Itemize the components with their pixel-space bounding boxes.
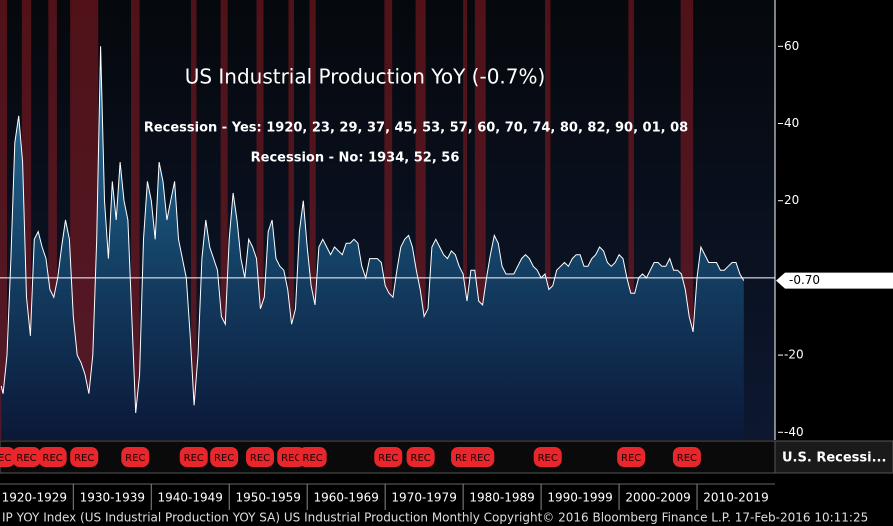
recession-marker [70, 447, 99, 467]
recession-marker [246, 447, 275, 467]
recession-band [628, 0, 634, 440]
recession-marker [672, 447, 701, 467]
recession-band [130, 0, 140, 440]
recession-marker [0, 447, 16, 467]
recession-label: REC [470, 453, 490, 464]
recession-band [48, 0, 57, 440]
annotation: Recession - Yes: 1920, 23, 29, 37, 45, 5… [144, 121, 688, 136]
y-tick-label: -20 [784, 348, 804, 362]
plot [0, 0, 745, 440]
recession-label: REC [43, 453, 63, 464]
recession-band [463, 0, 468, 440]
last-value-label: -0.70 [789, 273, 820, 287]
y-tick-label: -40 [784, 425, 804, 439]
x-tick-label: 2000-2009 [625, 491, 690, 505]
recession-band [288, 0, 294, 440]
x-tick-label: 1950-1959 [235, 491, 300, 505]
recession-label: REC [281, 453, 301, 464]
recession-label: REC [621, 453, 641, 464]
recession-label: REC [250, 453, 270, 464]
recession-label: REC [303, 453, 323, 464]
recession-band [544, 0, 551, 440]
recession-marker [121, 447, 150, 467]
annotation: Recession - No: 1934, 52, 56 [251, 151, 460, 166]
recession-marker [12, 447, 41, 467]
last-value-box [776, 272, 893, 289]
recession-band [415, 0, 426, 440]
recession-marker [466, 447, 495, 467]
y-tick-label: 60 [784, 39, 799, 53]
recession-label: REC [455, 453, 475, 464]
recession-band [384, 0, 393, 440]
recession-label: REC [677, 453, 697, 464]
x-tick-label: 1940-1949 [158, 491, 223, 505]
recession-label: REC [411, 453, 431, 464]
recession-label: REC [16, 453, 36, 464]
footer: IP YOY Index (US Industrial Production Y… [2, 511, 868, 525]
recession-band [256, 0, 264, 440]
x-tick-label: 1990-1999 [547, 491, 612, 505]
x-tick-label: 1930-1939 [80, 491, 145, 505]
recession-label: REC [214, 453, 234, 464]
recession-label: REC [378, 453, 398, 464]
recession-label: REC [0, 453, 11, 464]
x-tick-label: 1980-1989 [469, 491, 534, 505]
y-tick-label: 40 [784, 116, 799, 130]
recession-band [21, 0, 32, 440]
recession-marker [277, 447, 306, 467]
x-tick-label: 2010-2019 [703, 491, 768, 505]
legend-label: U.S. Recessi... [782, 451, 886, 466]
recession-label: REC [74, 453, 94, 464]
recession-label: REC [125, 453, 145, 464]
legend-box [774, 440, 893, 474]
recession-band [309, 0, 316, 440]
chart-title: US Industrial Production YoY (-0.7%) [185, 65, 546, 89]
x-tick-label: 1960-1969 [313, 491, 378, 505]
x-tick-label: 1970-1979 [391, 491, 456, 505]
recession-marker [617, 447, 646, 467]
recession-label: REC [538, 453, 558, 464]
y-tick-label: 20 [784, 193, 799, 207]
recession-marker [38, 447, 67, 467]
x-tick-label: 1920-1929 [2, 491, 67, 505]
recession-marker [533, 447, 562, 467]
recession-marker [298, 447, 327, 467]
line [0, 46, 745, 414]
recession-marker [374, 447, 403, 467]
recession-label: REC [184, 453, 204, 464]
recession-band [220, 0, 228, 440]
recession-band [0, 0, 8, 440]
recession-marker [210, 447, 239, 467]
recession-marker [179, 447, 208, 467]
area [1, 46, 744, 440]
recession-marker [406, 447, 435, 467]
strip: RECRECRECRECRECRECRECRECRECRECRECRECRECR… [0, 447, 701, 467]
recession-band [191, 0, 197, 440]
recession-band [474, 0, 486, 440]
